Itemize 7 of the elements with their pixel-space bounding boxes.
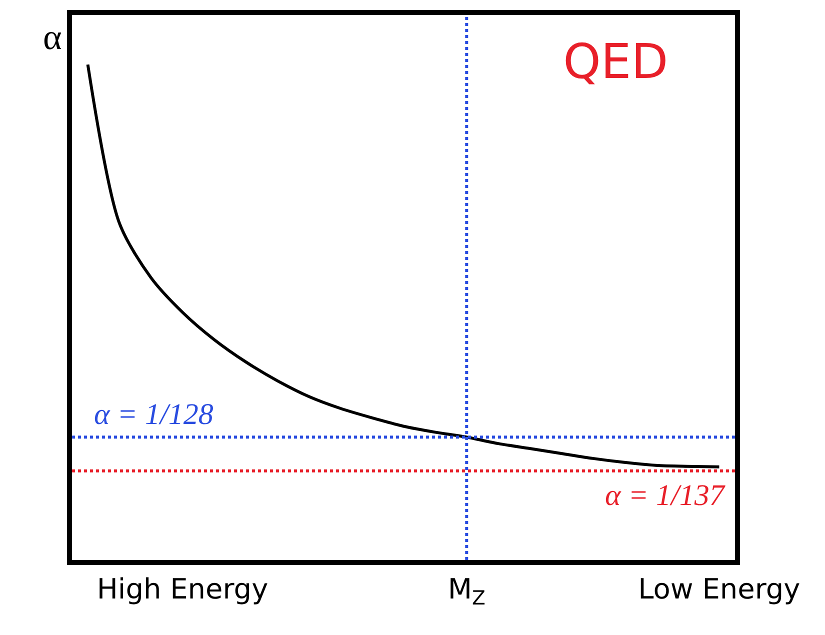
x-tick-label: High Energy <box>96 572 268 606</box>
x-tick-label: M$_{Z}$ <box>448 572 486 610</box>
y-axis-title: α <box>43 17 62 57</box>
x-tick-label: Low Energy <box>638 572 800 606</box>
chart-title: QED <box>563 34 668 90</box>
annotation: α = 1/128 <box>94 398 214 431</box>
annotation: α = 1/137 <box>605 479 726 512</box>
